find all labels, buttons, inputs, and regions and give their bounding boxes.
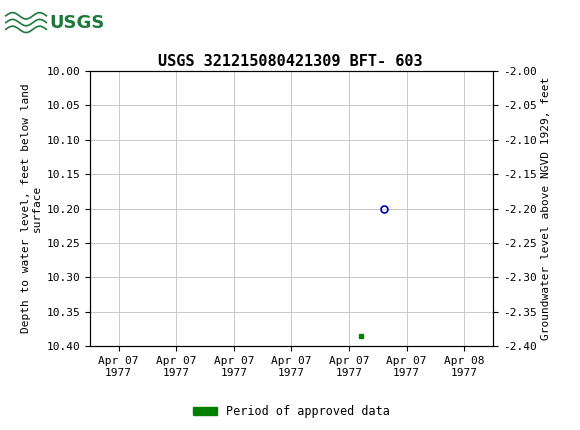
Legend: Period of approved data: Period of approved data: [188, 400, 394, 423]
Text: USGS 321215080421309 BFT- 603: USGS 321215080421309 BFT- 603: [158, 54, 422, 69]
Y-axis label: Depth to water level, feet below land
surface: Depth to water level, feet below land su…: [21, 84, 42, 333]
Y-axis label: Groundwater level above NGVD 1929, feet: Groundwater level above NGVD 1929, feet: [541, 77, 550, 340]
Text: USGS: USGS: [49, 14, 104, 31]
Bar: [3, 3, 90, 42]
